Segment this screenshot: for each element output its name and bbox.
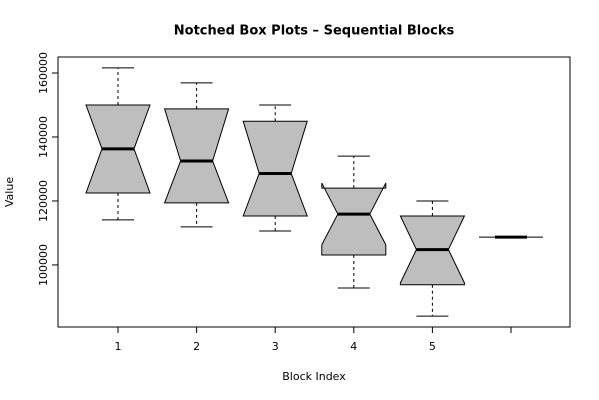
x-axis-title: Block Index [282,370,346,383]
chart-title: Notched Box Plots – Sequential Blocks [174,24,455,39]
y-tick-label: 120000 [37,180,50,222]
y-tick-label: 100000 [37,244,50,286]
x-tick-label: 3 [272,340,279,353]
box [321,182,387,256]
y-tick-label: 140000 [37,116,50,158]
x-tick-label: 4 [350,340,357,353]
y-tick-label: 160000 [37,52,50,94]
x-tick-label: 1 [115,340,122,353]
x-tick-label: 5 [429,340,436,353]
y-axis-title: Value [3,177,16,207]
plot-frame [57,56,571,328]
x-tick-label: 2 [193,340,200,353]
